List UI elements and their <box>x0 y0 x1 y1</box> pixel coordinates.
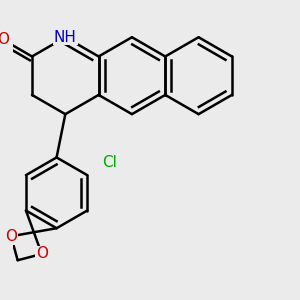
Text: O: O <box>5 229 17 244</box>
Text: O: O <box>36 247 48 262</box>
Text: Cl: Cl <box>103 154 117 169</box>
Text: O: O <box>0 32 9 47</box>
Text: NH: NH <box>54 30 77 45</box>
